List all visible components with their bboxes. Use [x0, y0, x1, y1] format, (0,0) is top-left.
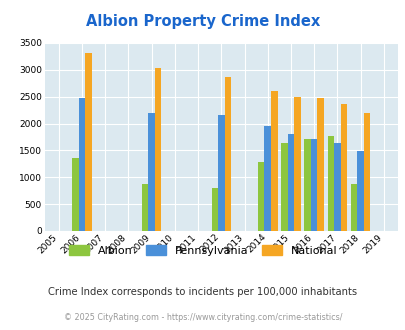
Bar [327, 136, 333, 231]
Bar [304, 139, 310, 231]
Bar [224, 77, 230, 231]
Bar [333, 144, 340, 231]
Bar [270, 91, 277, 231]
Bar [310, 139, 317, 231]
Bar [356, 151, 363, 231]
Bar [154, 68, 161, 231]
Bar [72, 158, 79, 231]
Text: Crime Index corresponds to incidents per 100,000 inhabitants: Crime Index corresponds to incidents per… [48, 287, 357, 297]
Bar [264, 126, 270, 231]
Legend: Albion, Pennsylvania, National: Albion, Pennsylvania, National [64, 241, 341, 260]
Bar [211, 188, 217, 231]
Bar [294, 97, 300, 231]
Bar [281, 144, 287, 231]
Bar [79, 98, 85, 231]
Bar [350, 184, 356, 231]
Bar [363, 113, 369, 231]
Bar [141, 184, 148, 231]
Text: Albion Property Crime Index: Albion Property Crime Index [86, 14, 319, 29]
Bar [85, 52, 92, 231]
Bar [287, 134, 294, 231]
Bar [148, 113, 154, 231]
Text: © 2025 CityRating.com - https://www.cityrating.com/crime-statistics/: © 2025 CityRating.com - https://www.city… [64, 313, 341, 322]
Bar [317, 98, 323, 231]
Bar [217, 115, 224, 231]
Bar [340, 104, 346, 231]
Bar [257, 162, 264, 231]
